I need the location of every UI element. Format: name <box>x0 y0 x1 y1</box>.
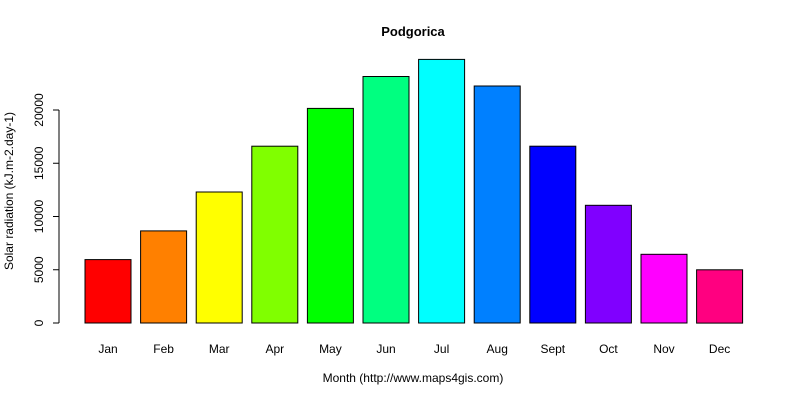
bar-apr <box>251 145 299 324</box>
bar-mar <box>195 191 243 324</box>
x-tick-label: Sept <box>540 342 565 356</box>
x-tick-label: Oct <box>599 342 618 356</box>
x-tick-label: Jan <box>98 342 117 356</box>
x-tick-label: Jun <box>376 342 395 356</box>
bars-group <box>84 58 744 324</box>
bar-jun <box>362 76 410 324</box>
bar-oct <box>584 204 632 324</box>
bar-aug <box>473 85 521 324</box>
bar-jan <box>84 259 132 324</box>
x-axis-labels: Jan Feb Mar Apr May Jun Jul Aug Sept Oct Nov Dec <box>98 342 730 356</box>
bar-jul <box>418 58 466 324</box>
bar-sept <box>529 145 577 324</box>
x-axis-title: Month (http://www.maps4gis.com) <box>323 371 504 385</box>
x-tick-label: Dec <box>709 342 730 356</box>
chart-title: Podgorica <box>381 24 445 39</box>
x-tick-label: May <box>319 342 342 356</box>
y-tick-label: 10000 <box>32 199 46 233</box>
x-tick-label: Nov <box>653 342 674 356</box>
x-tick-label: Apr <box>265 342 284 356</box>
y-tick-label: 5000 <box>32 256 46 283</box>
bar-dec <box>696 269 744 324</box>
x-tick-label: Feb <box>153 342 174 356</box>
y-tick-label: 20000 <box>32 93 46 127</box>
y-axis: 0 5000 10000 15000 20000 <box>32 93 60 326</box>
x-tick-label: Mar <box>209 342 230 356</box>
bar-feb <box>140 230 188 324</box>
x-tick-label: Jul <box>434 342 449 356</box>
bar-may <box>306 107 354 324</box>
y-tick-label: 15000 <box>32 146 46 180</box>
y-axis-title: Solar radiation (kJ.m-2.day-1) <box>2 112 16 270</box>
x-tick-label: Aug <box>487 342 508 356</box>
y-tick-label: 0 <box>32 319 46 326</box>
bar-nov <box>640 253 688 324</box>
